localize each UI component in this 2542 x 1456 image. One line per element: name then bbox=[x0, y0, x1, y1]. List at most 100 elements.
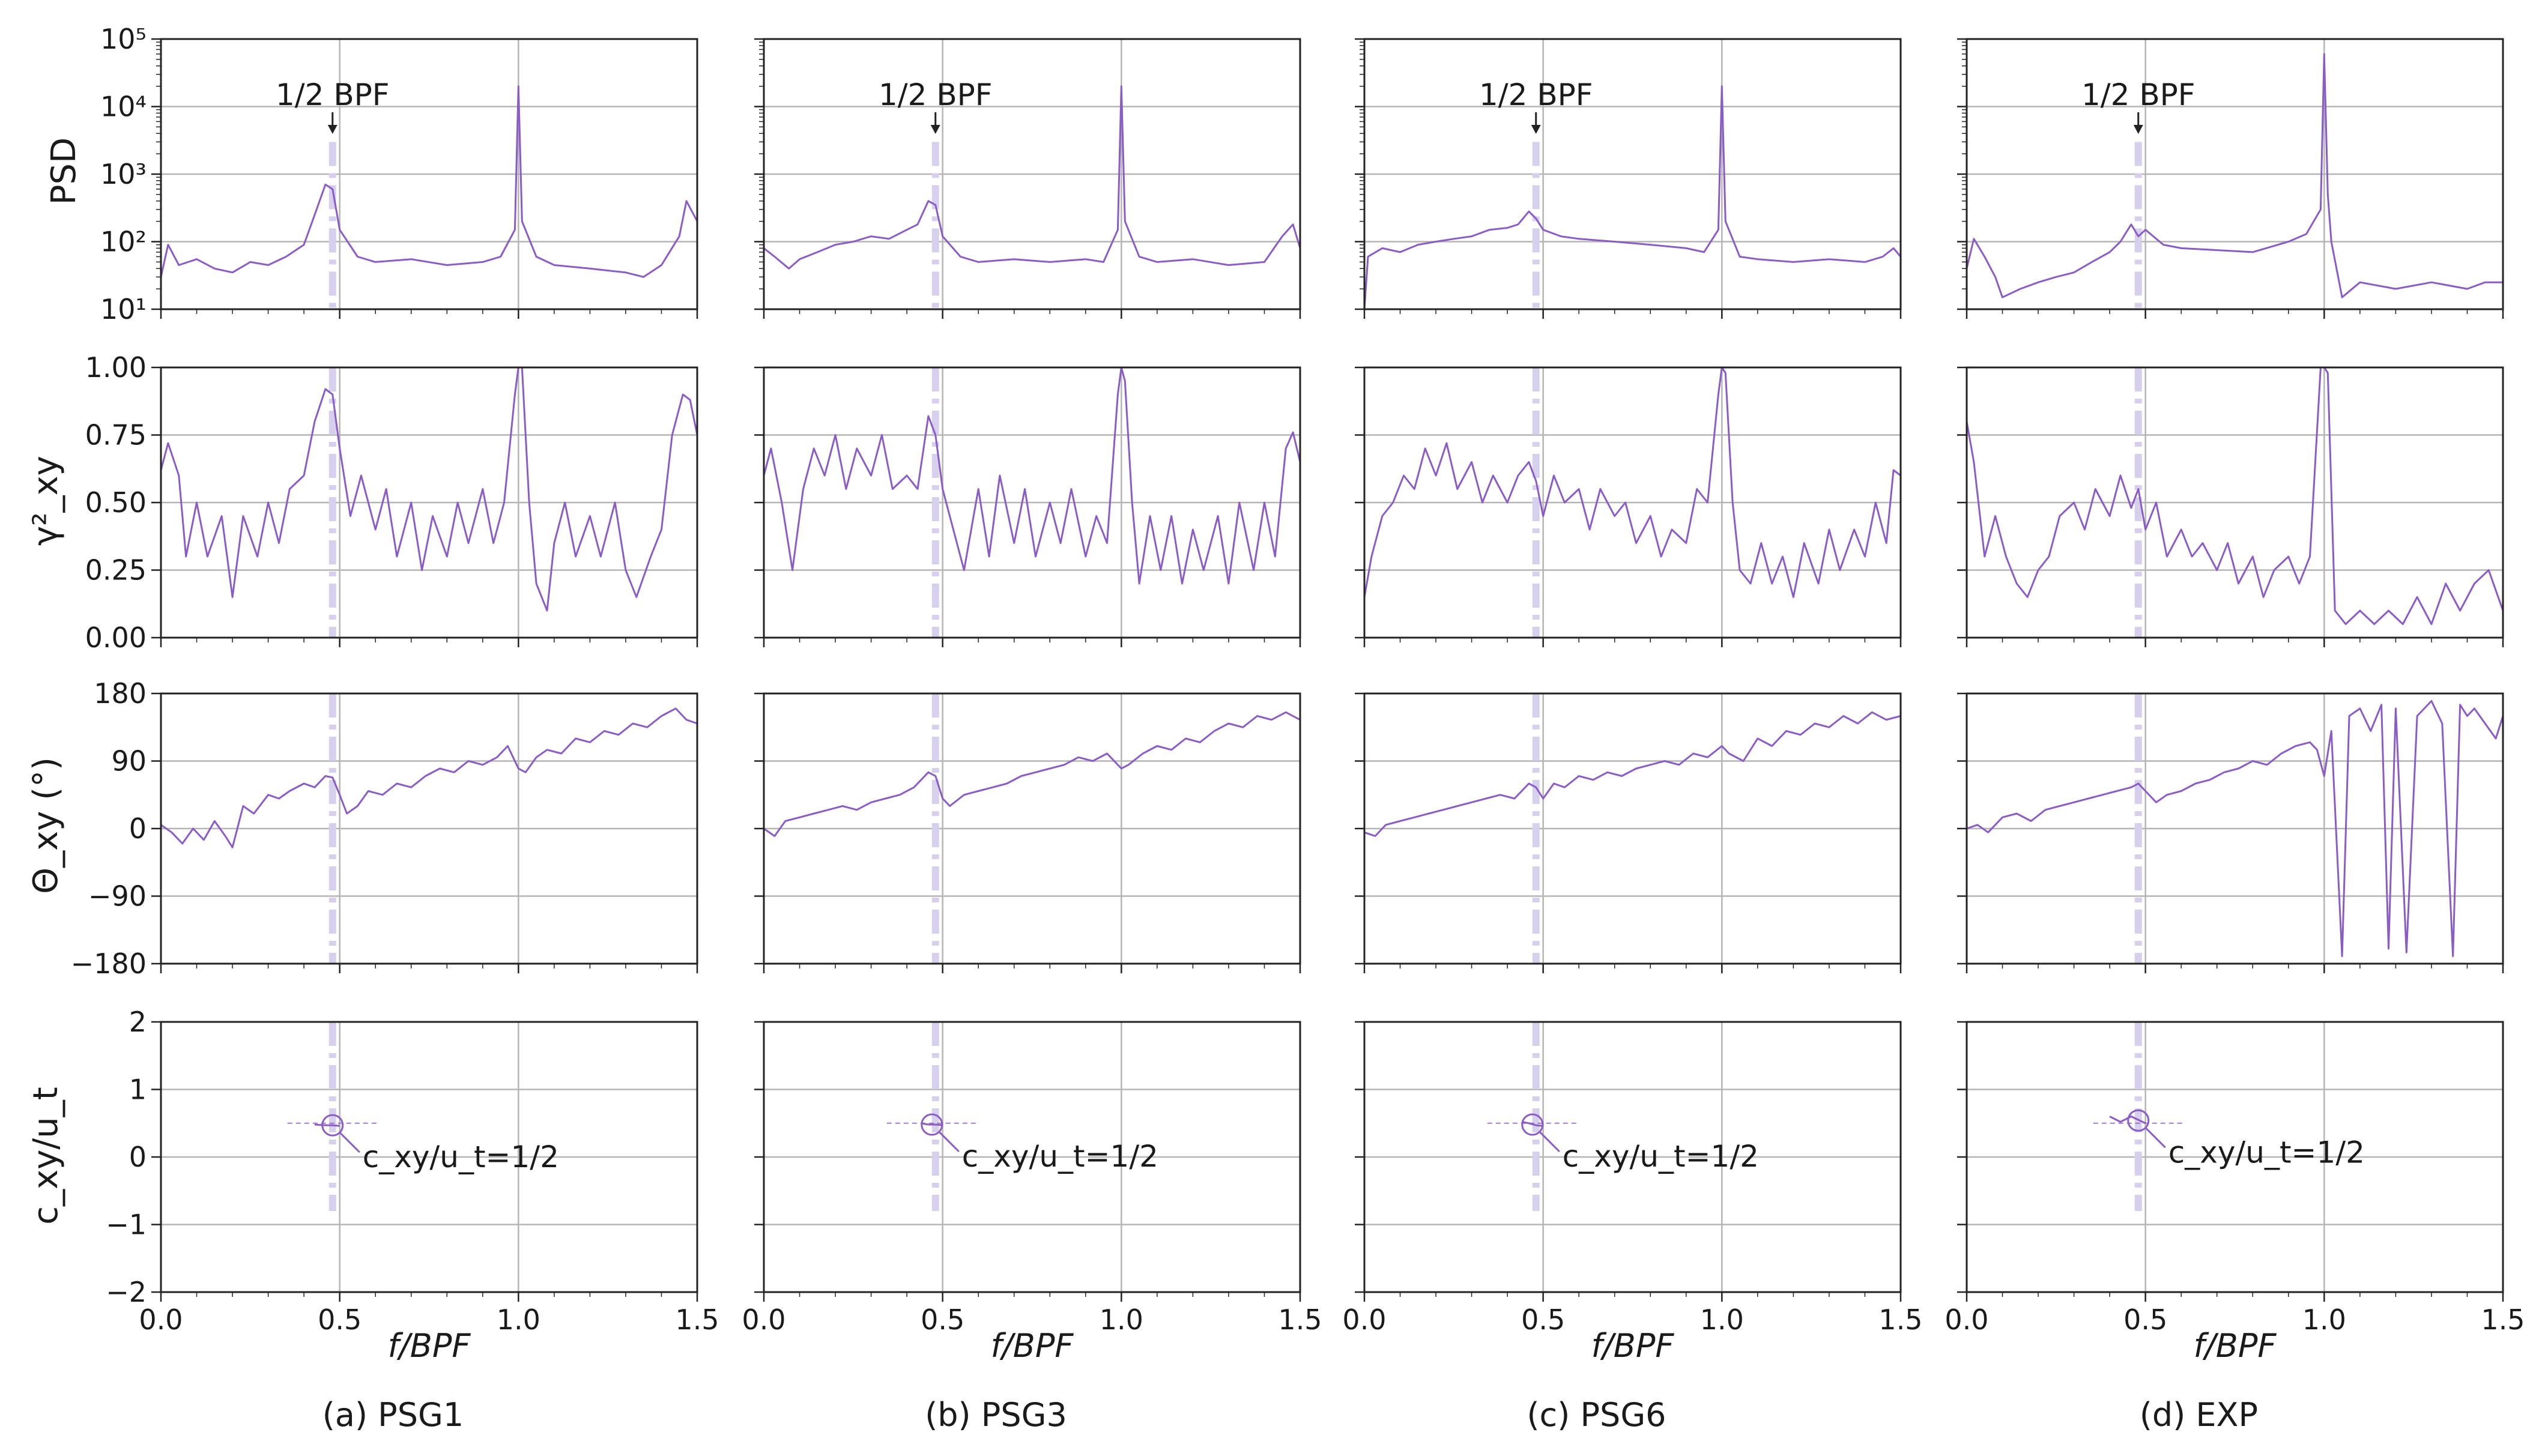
y-tick-label: 90 bbox=[111, 745, 147, 778]
axes-frame bbox=[1363, 38, 1902, 310]
y-tick-label: −1 bbox=[106, 1209, 147, 1241]
axes-frame bbox=[1966, 366, 2504, 639]
axes-frame bbox=[1363, 366, 1902, 639]
speed-leader-line bbox=[1539, 1131, 1560, 1153]
subplot-2-3 bbox=[754, 692, 1301, 973]
series-line bbox=[921, 1122, 943, 1126]
subplot-4-4: 0.0 0.5 1.0 1.5 c_xy/u_t=1/2 bbox=[1944, 1021, 2525, 1336]
y-tick-label: 10⁴ bbox=[100, 91, 147, 123]
subplot-4-2 bbox=[1957, 366, 2504, 647]
subplot-3-4: 0.0 0.5 1.0 1.5 c_xy/u_t=1/2 bbox=[1342, 1021, 1923, 1336]
x-axis-label: f/BPF bbox=[2194, 1327, 2277, 1365]
axes-frame bbox=[763, 692, 1301, 965]
series-line bbox=[1966, 53, 2503, 298]
half-bpf-annotation: 1/2 BPF bbox=[879, 77, 993, 112]
x-tick-label: 0.0 bbox=[1944, 1303, 1988, 1336]
axes-frame bbox=[1966, 1021, 2504, 1293]
axes-frame bbox=[160, 692, 698, 965]
y-tick-label: 0 bbox=[129, 812, 147, 845]
series-line bbox=[1521, 1121, 1543, 1127]
x-tick-label: 1.5 bbox=[2481, 1303, 2525, 1336]
subplot-1-1: 10¹ 10² 10³ 10⁴ 10⁵ 1/2 BPF bbox=[100, 23, 698, 325]
half-bpf-annotation: 1/2 BPF bbox=[2081, 77, 2196, 112]
series-line bbox=[1363, 85, 1902, 310]
speed-circle bbox=[321, 1114, 344, 1137]
speed-annotation: c_xy/u_t=1/2 bbox=[1563, 1139, 1759, 1174]
y-tick-label: 10⁵ bbox=[100, 23, 147, 55]
y-tick-label: 0.00 bbox=[85, 621, 147, 654]
x-tick-label: 1.0 bbox=[497, 1303, 540, 1336]
y-tick-label: 1 bbox=[129, 1074, 147, 1106]
subplot-3-2 bbox=[1355, 366, 1902, 647]
x-tick-label: 0.0 bbox=[139, 1303, 183, 1336]
y-tick-label: −90 bbox=[88, 880, 147, 913]
series-line bbox=[763, 85, 1301, 270]
series-line bbox=[2109, 1116, 2146, 1125]
annotation-arrow-head bbox=[1531, 125, 1541, 134]
series-line bbox=[160, 707, 698, 848]
subplot-1-2: 0.00 0.25 0.50 0.75 1.00 bbox=[85, 351, 698, 654]
x-axis-label: f/BPF bbox=[388, 1327, 471, 1365]
speed-circle bbox=[1521, 1113, 1544, 1136]
y-tick-label: 0.50 bbox=[85, 486, 147, 519]
subplot-4-3 bbox=[1957, 692, 2504, 973]
y-tick-label: 0.25 bbox=[85, 554, 147, 587]
axes-frame bbox=[160, 1021, 698, 1293]
axes-frame bbox=[763, 1021, 1301, 1293]
axes-frame bbox=[160, 38, 698, 310]
subplot-1-4: −2 −1 0 1 2 0.0 0.5 1.0 1.5 c_xy/u_t=1/2 bbox=[106, 1006, 719, 1336]
x-tick-label: 1.5 bbox=[1878, 1303, 1922, 1336]
half-bpf-annotation: 1/2 BPF bbox=[1479, 77, 1593, 112]
x-tick-label: 1.0 bbox=[1100, 1303, 1143, 1336]
half-bpf-annotation: 1/2 BPF bbox=[276, 77, 390, 112]
subplot-1-3: −180 −90 0 90 180 bbox=[71, 677, 698, 980]
y-tick-label: 2 bbox=[129, 1006, 147, 1038]
subplot-3-3 bbox=[1355, 692, 1902, 973]
x-tick-label: 0.5 bbox=[2123, 1303, 2167, 1336]
row-ylabel-phase: Θ_xy (°) bbox=[26, 757, 65, 894]
panel-caption: (b) PSG3 bbox=[925, 1396, 1067, 1434]
y-tick-label: 0.75 bbox=[85, 419, 147, 452]
panel-4: 1/2 BPF 0.0 0.5 1.0 1.5 c_xy/u_t=1/2 f/BPF (d) … bbox=[1944, 38, 2525, 1434]
panel-3: 1/2 BPF 0.0 0.5 1.0 1.5 c_xy/u_t=1/2 f/BPF (c) … bbox=[1342, 38, 1923, 1434]
speed-leader-line bbox=[339, 1132, 360, 1153]
axes-frame bbox=[1363, 692, 1902, 965]
row-ylabel-coherence: γ²_xy bbox=[26, 456, 65, 546]
x-tick-label: 0.5 bbox=[921, 1303, 964, 1336]
axes-frame bbox=[763, 366, 1301, 639]
axes-frame bbox=[763, 38, 1301, 310]
series-line bbox=[1966, 366, 2504, 625]
annotation-arrow-head bbox=[2133, 125, 2143, 134]
x-tick-label: 1.5 bbox=[1278, 1303, 1322, 1336]
y-tick-label: 10² bbox=[100, 226, 147, 258]
x-axis-label: f/BPF bbox=[991, 1327, 1074, 1365]
subplot-2-1: 1/2 BPF bbox=[754, 38, 1301, 319]
panel-caption: (d) EXP bbox=[2140, 1396, 2258, 1434]
speed-annotation: c_xy/u_t=1/2 bbox=[962, 1139, 1158, 1174]
y-tick-label: −2 bbox=[106, 1276, 147, 1308]
panel-caption: (a) PSG1 bbox=[322, 1396, 464, 1434]
x-tick-label: 0.0 bbox=[742, 1303, 785, 1336]
x-axis-label: f/BPF bbox=[1591, 1327, 1675, 1365]
x-tick-label: 1.0 bbox=[1700, 1303, 1744, 1336]
y-tick-label: −180 bbox=[71, 947, 147, 980]
x-tick-label: 0.0 bbox=[1342, 1303, 1386, 1336]
speed-leader-line bbox=[2144, 1127, 2166, 1149]
speed-leader-line bbox=[938, 1131, 960, 1153]
speed-circle bbox=[2127, 1109, 2150, 1132]
axes-frame bbox=[1966, 692, 2504, 965]
axes-frame bbox=[1966, 38, 2504, 310]
subplot-2-2 bbox=[754, 366, 1301, 647]
x-tick-label: 0.5 bbox=[318, 1303, 362, 1336]
subplot-3-1: 1/2 BPF bbox=[1355, 38, 1902, 319]
y-tick-label: 1.00 bbox=[85, 351, 147, 384]
series-line bbox=[1364, 711, 1901, 837]
annotation-arrow-head bbox=[930, 125, 940, 134]
panel-caption: (c) PSG6 bbox=[1527, 1396, 1666, 1434]
series-line bbox=[763, 366, 1301, 585]
series-line bbox=[1966, 700, 2504, 957]
speed-annotation: c_xy/u_t=1/2 bbox=[363, 1140, 559, 1174]
